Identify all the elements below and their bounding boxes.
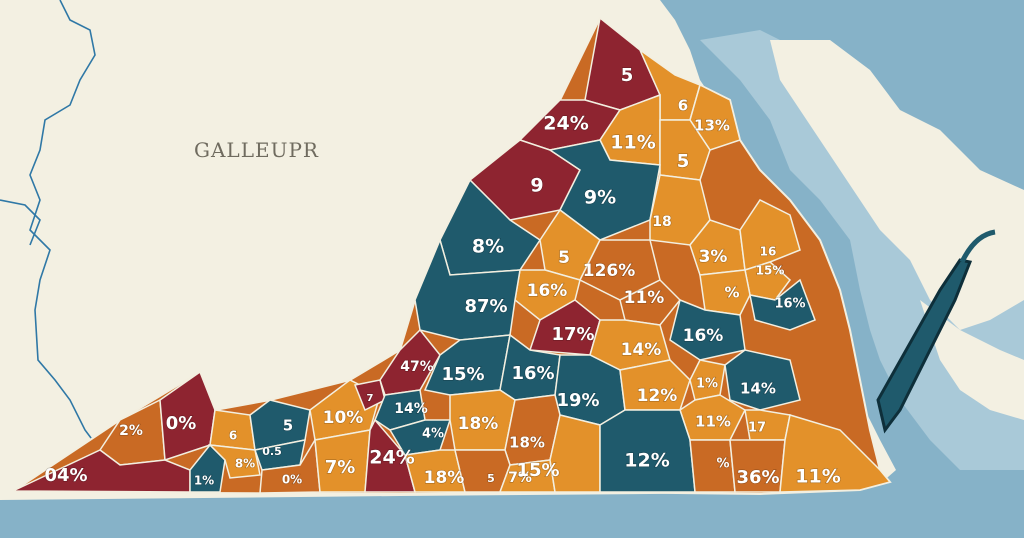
county-value-label: 9: [530, 175, 543, 197]
county-value-label: 0%: [282, 473, 302, 487]
county-value-label: 14%: [394, 401, 428, 417]
county-value-label: 11%: [624, 288, 665, 308]
county-value-label: 0%: [166, 413, 197, 434]
county-value-label: 11%: [610, 132, 655, 154]
county-value-label: 1%: [194, 474, 214, 488]
county-value-label: 16%: [527, 281, 568, 301]
county-value-label: 126%: [583, 261, 636, 281]
county-value-label: 9%: [584, 187, 616, 209]
state-border-north: [0, 199, 41, 246]
county-value-label: 14%: [740, 380, 776, 398]
county-labels: 5 24% 6 13% 11% 5 9 9% 18 8% 5 126% 3% 16 15% 16% 11% % 16…: [44, 64, 841, 488]
county-value-label: 11%: [695, 413, 731, 431]
county-value-label: 12%: [624, 450, 669, 472]
county-region[interactable]: [724, 349, 801, 411]
counties: [14, 16, 892, 494]
county-value-label: 24%: [369, 447, 414, 469]
county-value-label: 5: [487, 472, 495, 485]
county-region[interactable]: [249, 399, 311, 451]
county-region[interactable]: [454, 449, 511, 493]
county-value-label: 7: [367, 393, 374, 404]
county-value-label: 11%: [795, 466, 840, 488]
county-region[interactable]: [14, 449, 191, 493]
county-region[interactable]: [549, 414, 601, 493]
county-value-label: 16%: [511, 363, 554, 384]
county-value-label: 6: [678, 97, 688, 115]
county-value-label: 13%: [694, 117, 730, 135]
eastern-shore: [770, 40, 1024, 330]
county-value-label: %: [724, 284, 739, 302]
county-value-label: 7%: [325, 457, 356, 478]
county-value-label: 18%: [424, 468, 465, 488]
county-region[interactable]: [689, 359, 726, 401]
county-value-label: 15%: [756, 264, 785, 278]
county-value-label: 12%: [637, 386, 678, 406]
county-value-label: 15%: [516, 460, 559, 481]
county-region[interactable]: [699, 269, 751, 316]
county-region[interactable]: [364, 418, 416, 493]
county-value-label: 5: [558, 248, 570, 268]
county-value-label: 10%: [323, 408, 364, 428]
county-region[interactable]: [414, 237, 521, 341]
county-value-label: 17: [748, 421, 766, 436]
county-value-label: 7%: [508, 470, 532, 486]
county-region[interactable]: [779, 414, 892, 493]
county-value-label: 17%: [551, 324, 594, 345]
county-region[interactable]: [729, 439, 786, 493]
county-value-label: 1%: [696, 377, 718, 392]
county-value-label: 5: [283, 417, 293, 435]
state-border-west: [29, 0, 101, 451]
county-value-label: 6: [229, 429, 237, 443]
county-value-label: 18%: [509, 434, 545, 452]
map-title: GALLEUPR: [194, 138, 319, 162]
county-value-label: %: [716, 457, 729, 472]
county-value-label: 18: [652, 214, 671, 230]
county-value-label: 16%: [683, 326, 724, 346]
county-value-label: 5: [621, 65, 634, 86]
county-value-label: 24%: [543, 113, 588, 135]
county-value-label: 16: [760, 245, 777, 259]
eastern-shore-south: [920, 300, 1024, 420]
county-value-label: 8%: [472, 236, 504, 258]
county-value-label: 15%: [441, 364, 484, 385]
county-value-label: 4%: [422, 427, 444, 442]
bay-bridge-hook: [959, 229, 996, 264]
county-value-label: 16%: [774, 297, 805, 312]
county-region[interactable]: [388, 419, 452, 456]
county-value-label: 5: [677, 151, 690, 172]
county-value-label: 19%: [556, 390, 599, 411]
county-value-label: 8%: [235, 457, 255, 471]
county-region[interactable]: [189, 443, 226, 493]
county-value-label: 87%: [464, 296, 507, 317]
bay-bridge-icon: [876, 258, 973, 434]
county-value-label: 47%: [400, 359, 434, 375]
county-region[interactable]: [619, 279, 682, 326]
county-value-label: 18%: [458, 414, 499, 434]
county-value-label: 04%: [44, 465, 87, 486]
county-region[interactable]: [207, 444, 261, 479]
county-value-label: 0.5: [262, 445, 282, 458]
county-value-label: 3%: [699, 247, 728, 267]
county-region[interactable]: [404, 449, 466, 493]
county-value-label: 14%: [621, 340, 662, 360]
county-value-label: 2%: [119, 423, 143, 439]
county-value-label: 36%: [736, 467, 779, 488]
county-region[interactable]: [749, 278, 816, 331]
